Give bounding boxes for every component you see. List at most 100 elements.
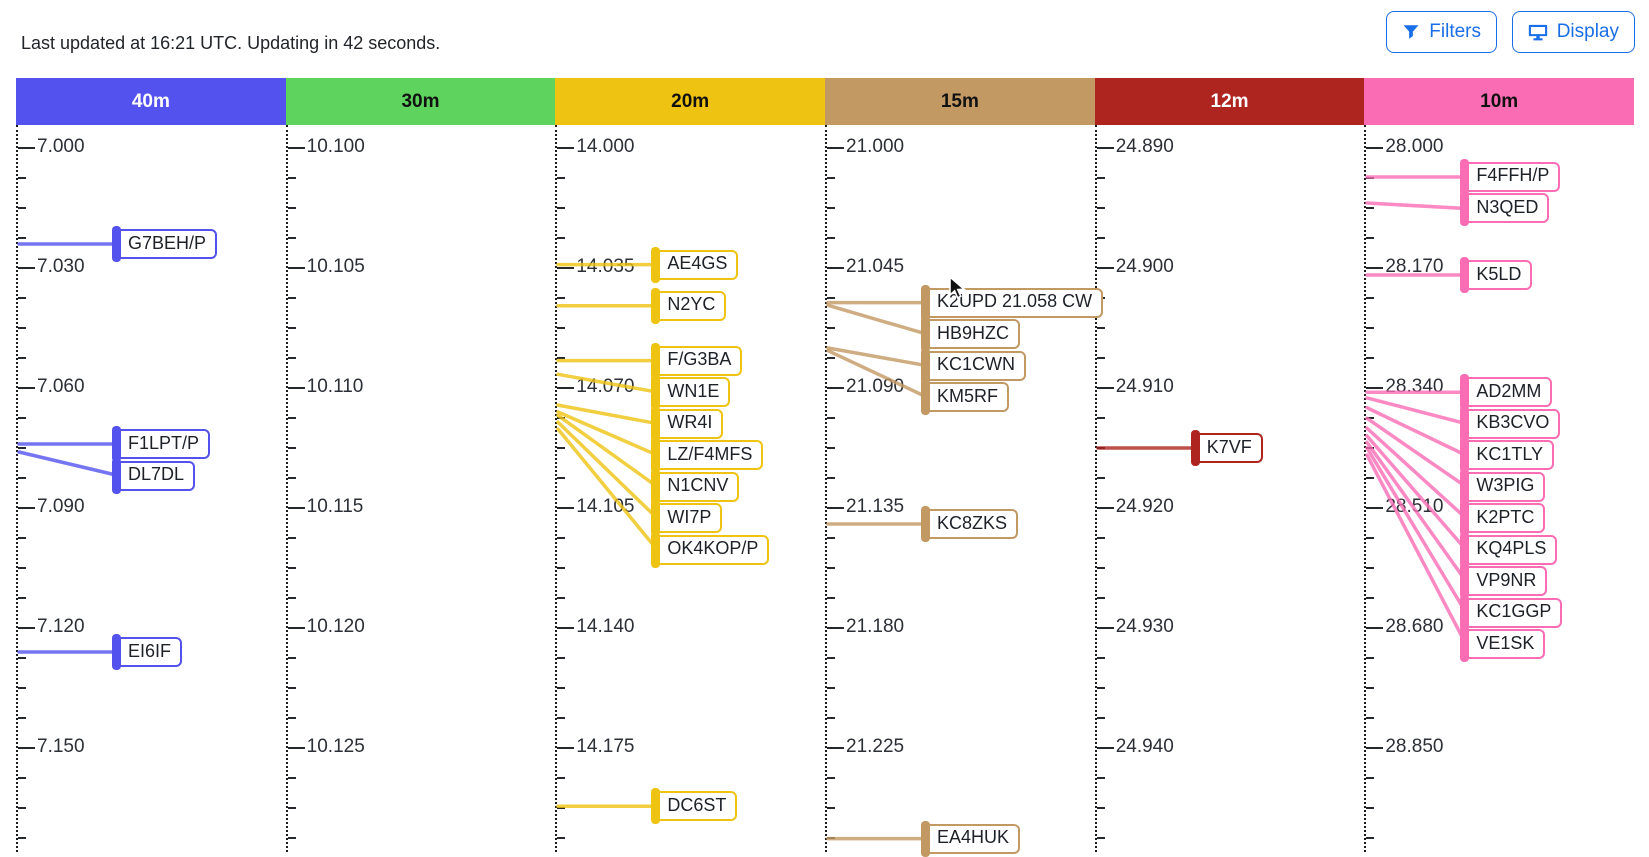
major-tick [1366, 267, 1384, 269]
major-tick [1366, 507, 1384, 509]
frequency-tick-label: 24.900 [1115, 256, 1174, 277]
major-tick [18, 387, 35, 389]
frequency-tick-label: 14.175 [576, 736, 635, 757]
spot-label-KC1CWN[interactable]: KC1CWN [921, 347, 1027, 384]
minor-tick [18, 837, 26, 839]
major-tick [1096, 267, 1114, 269]
frequency-tick-label: 10.115 [306, 496, 364, 517]
spot-label-FG3BA[interactable]: F/G3BA [651, 342, 743, 379]
filter-funnel-icon [1402, 23, 1420, 41]
frequency-tick-label: 10.100 [306, 136, 365, 157]
minor-tick [557, 237, 566, 239]
spot-label-K2UPD[interactable]: K2UPD 21.058 CW [921, 284, 1104, 321]
minor-tick [1366, 207, 1375, 209]
frequency-tick-label: 21.135 [846, 496, 905, 517]
major-tick [557, 147, 575, 149]
spot-callsign-text: N3QED [1467, 193, 1550, 224]
frequency-tick-label: 24.890 [1115, 136, 1174, 157]
spot-callsign-text: KC1GGP [1467, 597, 1563, 628]
spot-label-N3QED[interactable]: N3QED [1460, 190, 1550, 227]
spot-label-KC8ZKS[interactable]: KC8ZKS [921, 506, 1019, 542]
minor-tick [557, 297, 566, 299]
spot-label-KC1GGP[interactable]: KC1GGP [1460, 594, 1563, 631]
minor-tick [1366, 777, 1375, 779]
frequency-tick-label: 24.920 [1115, 496, 1174, 517]
minor-tick [827, 777, 836, 779]
band-header-40m: 40m [16, 78, 286, 125]
minor-tick [1096, 657, 1105, 659]
minor-tick [287, 357, 296, 359]
major-tick [287, 627, 305, 629]
spot-label-DL7DL[interactable]: DL7DL [112, 457, 196, 494]
spot-callsign-text: WR4I [658, 408, 724, 439]
spot-label-EI6IF[interactable]: EI6IF [112, 634, 183, 670]
major-tick [287, 507, 305, 509]
frequency-tick-label: 10.125 [306, 736, 365, 757]
band-header-10m: 10m [1364, 78, 1635, 125]
minor-tick [287, 597, 296, 599]
spot-label-DC6ST[interactable]: DC6ST [651, 788, 738, 825]
minor-tick [18, 327, 26, 329]
major-tick [1366, 747, 1384, 749]
frequency-tick-label: 21.000 [846, 136, 905, 157]
minor-tick [1366, 537, 1375, 539]
frequency-tick-label: 14.000 [576, 136, 635, 157]
major-tick [1366, 147, 1384, 149]
major-tick [557, 507, 575, 509]
spot-label-EA4HUK[interactable]: EA4HUK [921, 820, 1021, 857]
spot-callsign-text: F1LPT/P [119, 429, 211, 459]
minor-tick [827, 177, 836, 179]
bands-columns: 7.000 7.030 7.060 7.090 7.120 7.150 G7BEH/P F1L… [16, 125, 1634, 857]
minor-tick [1096, 357, 1105, 359]
major-tick [557, 267, 575, 269]
filters-button-label: Filters [1429, 21, 1481, 42]
spot-callsign-text: EI6IF [119, 637, 183, 667]
spot-callsign-text: G7BEH/P [119, 229, 218, 259]
minor-tick [827, 567, 836, 569]
spot-label-VE1SK[interactable]: VE1SK [1460, 626, 1546, 663]
spot-label-OK4KOPP[interactable]: OK4KOP/P [651, 531, 770, 568]
display-button[interactable]: Display [1511, 11, 1635, 53]
minor-tick [1096, 567, 1105, 569]
minor-tick [827, 657, 836, 659]
spot-label-KM5RF[interactable]: KM5RF [921, 379, 1010, 416]
major-tick [827, 627, 845, 629]
minor-tick [557, 537, 566, 539]
spot-label-K5LD[interactable]: K5LD [1460, 257, 1533, 294]
frequency-tick-label: 24.910 [1115, 376, 1174, 397]
band-column-15m: 21.000 21.045 21.090 21.135 21.180 21.225 K2UP… [825, 125, 1104, 857]
minor-tick [1096, 687, 1105, 689]
band-column-20m: 14.000 14.035 14.070 14.105 14.140 14.175 AE4G… [555, 125, 825, 852]
frequency-tick-label: 28.850 [1385, 736, 1444, 757]
minor-tick [287, 177, 296, 179]
spot-label-VP9NR[interactable]: VP9NR [1460, 563, 1548, 600]
major-tick [287, 747, 305, 749]
spot-callsign-text: N1CNV [658, 471, 740, 502]
spot-callsign-text: F/G3BA [658, 345, 743, 376]
spot-label-AE4GS[interactable]: AE4GS [651, 246, 739, 283]
spot-callsign-text: K2UPD 21.058 CW [928, 287, 1104, 318]
minor-tick [557, 177, 566, 179]
band-headers-row: 40m 30m 20m 15m 12m 10m [16, 78, 1635, 125]
frequency-tick-label: 28.000 [1385, 136, 1444, 157]
spot-label-N2YC[interactable]: N2YC [651, 287, 727, 324]
minor-tick [287, 777, 296, 779]
minor-tick [1366, 447, 1375, 449]
minor-tick [1096, 777, 1105, 779]
minor-tick [1096, 327, 1105, 329]
spot-label-KB3CVO[interactable]: KB3CVO [1460, 405, 1561, 442]
minor-tick [827, 447, 836, 449]
spot-callsign-text: AD2MM [1467, 377, 1553, 408]
minor-tick [1096, 537, 1105, 539]
minor-tick [18, 567, 26, 569]
spot-label-KQ4PLS[interactable]: KQ4PLS [1460, 531, 1558, 568]
minor-tick [18, 597, 26, 599]
spot-label-G7BEHP[interactable]: G7BEH/P [112, 226, 218, 262]
frequency-tick-label: 10.105 [306, 256, 365, 277]
frequency-tick-label: 7.000 [37, 136, 85, 157]
filters-button[interactable]: Filters [1386, 11, 1497, 53]
spot-callsign-text: AE4GS [658, 249, 739, 280]
minor-tick [287, 417, 296, 419]
spot-label-K7VF[interactable]: K7VF [1190, 430, 1263, 466]
minor-tick [827, 357, 836, 359]
